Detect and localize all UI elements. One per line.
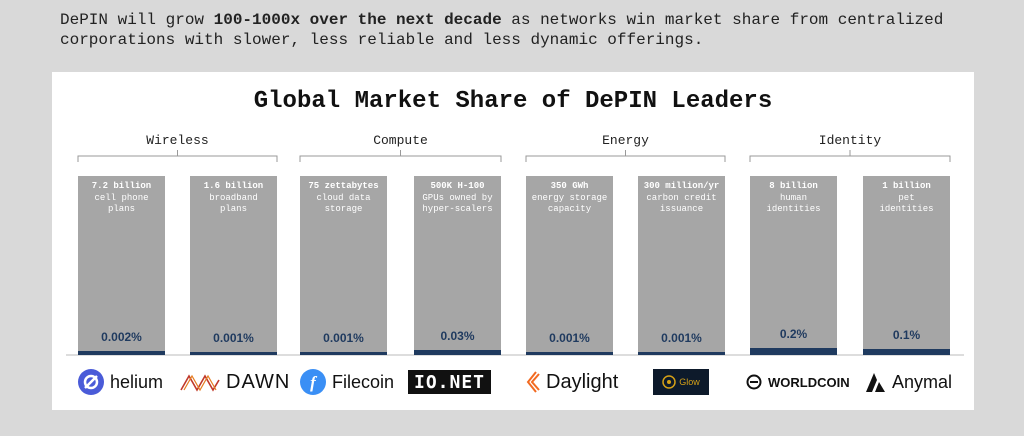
bar-value-label: 0.001% — [549, 331, 590, 345]
bar-description: cell phone — [94, 193, 148, 203]
bar-background — [78, 176, 165, 355]
bar-headline: 300 million/yr — [644, 181, 720, 191]
anymal-label: Anymal — [892, 371, 953, 392]
bar-description: cloud data — [316, 193, 371, 203]
bar-fill — [863, 349, 950, 355]
group-label: Energy — [602, 133, 649, 148]
bar-fill — [78, 351, 165, 355]
group-bracket — [749, 150, 951, 162]
bar-description: plans — [108, 204, 135, 214]
bar-background — [750, 176, 837, 355]
glow-logo: Glow — [653, 368, 709, 396]
glow-icon: Glow — [653, 369, 709, 395]
dawn-label: DAWN — [226, 370, 291, 393]
bar-description: carbon credit — [646, 193, 716, 203]
svg-text:f: f — [310, 373, 318, 392]
bar-fill — [526, 352, 613, 355]
worldcoin-label: WORLDCOIN — [768, 374, 850, 390]
bar-fill — [414, 350, 501, 355]
bar-value-label: 0.002% — [101, 330, 142, 344]
worldcoin-logo: WORLDCOIN — [746, 368, 850, 396]
bar-headline: 8 billion — [769, 181, 818, 191]
bar-background — [190, 176, 277, 355]
bar-headline: 7.2 billion — [92, 181, 151, 191]
helium-icon — [78, 369, 104, 395]
bar-background — [863, 176, 950, 355]
dawn-logo: DAWN — [180, 368, 290, 396]
bar-background — [300, 176, 387, 355]
bar-fill — [638, 352, 725, 355]
glow-sun-icon — [662, 375, 676, 389]
filecoin-icon: f — [300, 369, 326, 395]
bar-description: issuance — [660, 204, 703, 214]
bar-background — [414, 176, 501, 355]
helium-label: helium — [110, 371, 164, 392]
bar-description: human — [780, 193, 807, 203]
bar-description: identities — [879, 204, 933, 214]
ionet-icon: IO.NET — [408, 370, 492, 394]
helium-logo: helium — [78, 368, 163, 396]
intro-pre: DePIN will grow — [60, 11, 214, 29]
chart-card: Global Market Share of DePIN Leaders Wir… — [52, 72, 974, 410]
group-label: Identity — [819, 133, 882, 148]
group-label: Wireless — [146, 133, 208, 148]
bar-description: broadband — [209, 193, 258, 203]
bar-description: pet — [898, 193, 914, 203]
bar-description: storage — [325, 204, 363, 214]
bar-description: identities — [766, 204, 820, 214]
daylight-label: Daylight — [546, 370, 619, 393]
dawn-icon — [180, 374, 220, 392]
group-bracket — [525, 150, 726, 162]
daylight-icon — [526, 371, 540, 393]
bar-value-label: 0.2% — [780, 327, 808, 341]
bar-description: capacity — [548, 204, 592, 214]
glow-label: Glow — [679, 377, 700, 387]
bar-headline: 1.6 billion — [204, 181, 263, 191]
daylight-logo: Daylight — [524, 368, 618, 396]
bar-value-label: 0.1% — [893, 328, 921, 342]
filecoin-logo: f Filecoin — [300, 368, 394, 396]
anymal-logo: Anymal — [864, 368, 952, 396]
bar-value-label: 0.001% — [661, 331, 702, 345]
bar-description: energy storage — [532, 193, 608, 203]
bar-headline: 75 zettabytes — [308, 181, 378, 191]
ionet-logo: IO.NET — [408, 368, 492, 396]
bar-value-label: 0.001% — [323, 331, 364, 345]
bar-fill — [750, 348, 837, 355]
chart-title: Global Market Share of DePIN Leaders — [253, 88, 773, 115]
anymal-icon — [866, 373, 885, 392]
worldcoin-icon — [746, 374, 762, 390]
intro-post: as networks win market share from centra… — [60, 11, 944, 49]
bar-value-label: 0.03% — [440, 329, 474, 343]
bar-value-label: 0.001% — [213, 331, 254, 345]
bar-chart: Wireless Compute Energy Identity 7.2 billion… — [66, 133, 964, 356]
filecoin-label: Filecoin — [332, 371, 395, 392]
bar-fill — [300, 352, 387, 355]
group-bracket — [299, 150, 502, 162]
intro-text: DePIN will grow 100-1000x over the next … — [60, 10, 960, 50]
bar-background — [638, 176, 725, 355]
bar-headline: 500K H-100 — [430, 181, 484, 191]
ionet-label: IO.NET — [414, 371, 486, 393]
bar-description: hyper-scalers — [422, 204, 492, 214]
group-label: Compute — [373, 133, 428, 148]
intro-bold: 100-1000x over the next decade — [213, 11, 502, 29]
bar-headline: 350 GWh — [551, 181, 589, 191]
bar-background — [526, 176, 613, 355]
bar-description: plans — [220, 204, 247, 214]
bar-headline: 1 billion — [882, 181, 931, 191]
bar-description: GPUs owned by — [422, 193, 493, 203]
group-bracket — [77, 150, 278, 162]
bar-fill — [190, 352, 277, 355]
